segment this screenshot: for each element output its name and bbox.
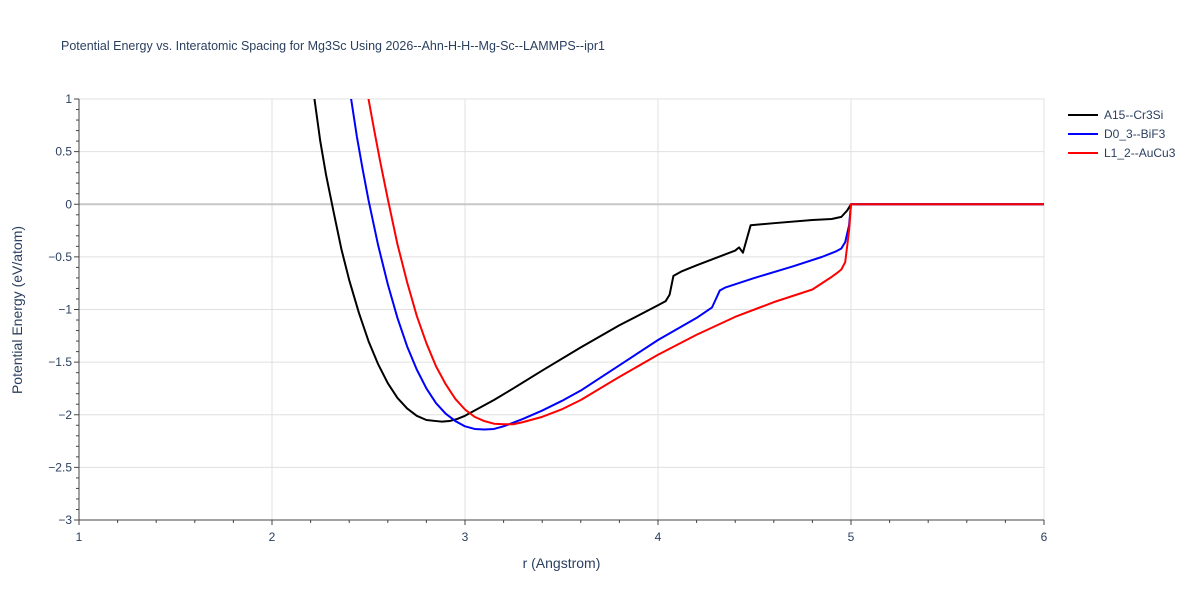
x-tick-label: 6 (1041, 530, 1048, 544)
series-line-2 (350, 99, 1044, 431)
legend-item[interactable]: D0_3--BiF3 (1068, 127, 1166, 141)
y-tick-label: −3 (58, 513, 72, 527)
y-tick-label: −1 (58, 303, 72, 317)
y-tick-label: −2 (58, 408, 72, 422)
x-tick-label: 5 (848, 530, 855, 544)
y-tick-label: −1.5 (48, 355, 72, 369)
x-axis-label: r (Angstrom) (523, 555, 601, 571)
chart-title: Potential Energy vs. Interatomic Spacing… (61, 39, 605, 53)
legend-item[interactable]: A15--Cr3Si (1068, 108, 1163, 122)
y-tick-label: 1 (65, 92, 72, 106)
legend[interactable]: A15--Cr3Si D0_3--BiF3 L1_2--AuCu3 (1068, 108, 1176, 160)
y-tick-label: −2.5 (48, 460, 72, 474)
axes: 1 2 3 4 5 6 −3 −2.5 −2 −1.5 −1 −0.5 0 0.5 1 (48, 92, 1047, 544)
x-tick-label: 3 (462, 530, 469, 544)
series-line-3 (367, 99, 1044, 426)
y-tick-label: 0.5 (55, 145, 72, 159)
y-axis-label: Potential Energy (eV/atom) (9, 226, 25, 394)
x-tick-label: 1 (76, 530, 83, 544)
x-tick-label: 2 (269, 530, 276, 544)
legend-item[interactable]: L1_2--AuCu3 (1068, 146, 1176, 160)
y-tick-label: −0.5 (48, 250, 72, 264)
x-tick-label: 4 (655, 530, 662, 544)
legend-label: L1_2--AuCu3 (1104, 146, 1176, 160)
legend-label: A15--Cr3Si (1104, 108, 1163, 122)
legend-label: D0_3--BiF3 (1104, 127, 1166, 141)
series-line-1 (313, 99, 1044, 423)
y-tick-label: 0 (65, 197, 72, 211)
series-lines (313, 99, 1044, 431)
grid-lines (79, 98, 1045, 520)
